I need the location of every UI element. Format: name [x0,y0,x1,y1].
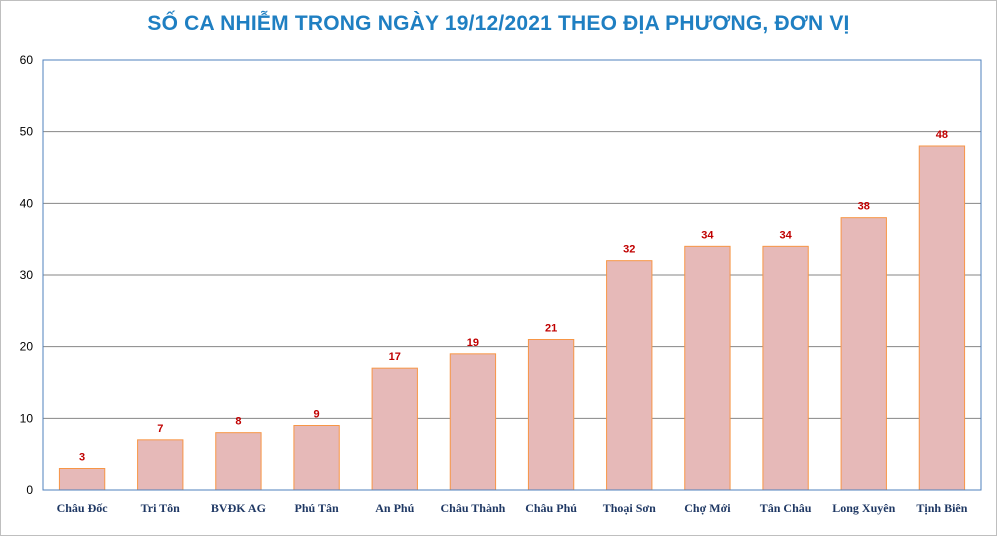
category-label: Long Xuyên [832,501,895,515]
category-label: Châu Phú [525,501,577,515]
bar [606,260,653,491]
category-label: Châu Thành [441,501,506,515]
bar [840,217,887,491]
data-label: 3 [79,452,85,464]
y-tick-label: 10 [20,411,34,425]
bar [684,245,731,491]
data-label: 19 [467,337,479,349]
y-tick-label: 20 [20,340,34,354]
gridlines [43,131,981,419]
data-label: 34 [701,229,714,241]
data-label: 7 [157,423,163,435]
bar [918,145,966,491]
data-label: 8 [235,416,241,428]
chart-title: SỐ CA NHIỄM TRONG NGÀY 19/12/2021 THEO Đ… [147,12,850,35]
category-labels: Châu Đốc Tri Tôn BVĐK AG Phú Tân An Phú Châu … [57,501,968,515]
data-label: 38 [858,201,870,213]
category-label: Thoại Sơn [603,501,656,515]
bars [58,145,966,491]
y-tick-label: 30 [20,268,34,282]
data-label: 21 [545,323,557,335]
y-tick-label: 60 [20,53,34,67]
data-labels: 3 7 8 9 17 19 21 32 34 34 38 48 [79,129,948,464]
bar [527,339,575,491]
bar [137,439,184,491]
data-label: 32 [623,244,635,256]
plot-area [42,59,982,491]
bar [762,245,809,491]
data-label: 9 [314,409,320,421]
data-label: 34 [779,229,792,241]
y-tick-label: 50 [20,125,34,139]
category-label: BVĐK AG [211,501,266,515]
category-label: Châu Đốc [57,501,109,515]
y-tick-label: 40 [20,196,34,210]
category-label: Tri Tôn [141,501,181,515]
bar [449,353,497,491]
bar [371,367,418,491]
bar [215,432,262,491]
category-label: Tân Châu [760,501,812,515]
data-label: 48 [936,129,948,141]
category-label: An Phú [375,501,414,515]
category-label: Phú Tân [295,501,339,515]
data-label: 17 [389,351,401,363]
category-label: Tịnh Biên [916,501,967,515]
bar [58,468,106,491]
bar [293,425,340,491]
y-tick-label: 0 [26,483,33,497]
category-label: Chợ Mới [684,501,731,515]
y-axis-ticks: 0 10 20 30 40 50 60 [20,53,34,497]
